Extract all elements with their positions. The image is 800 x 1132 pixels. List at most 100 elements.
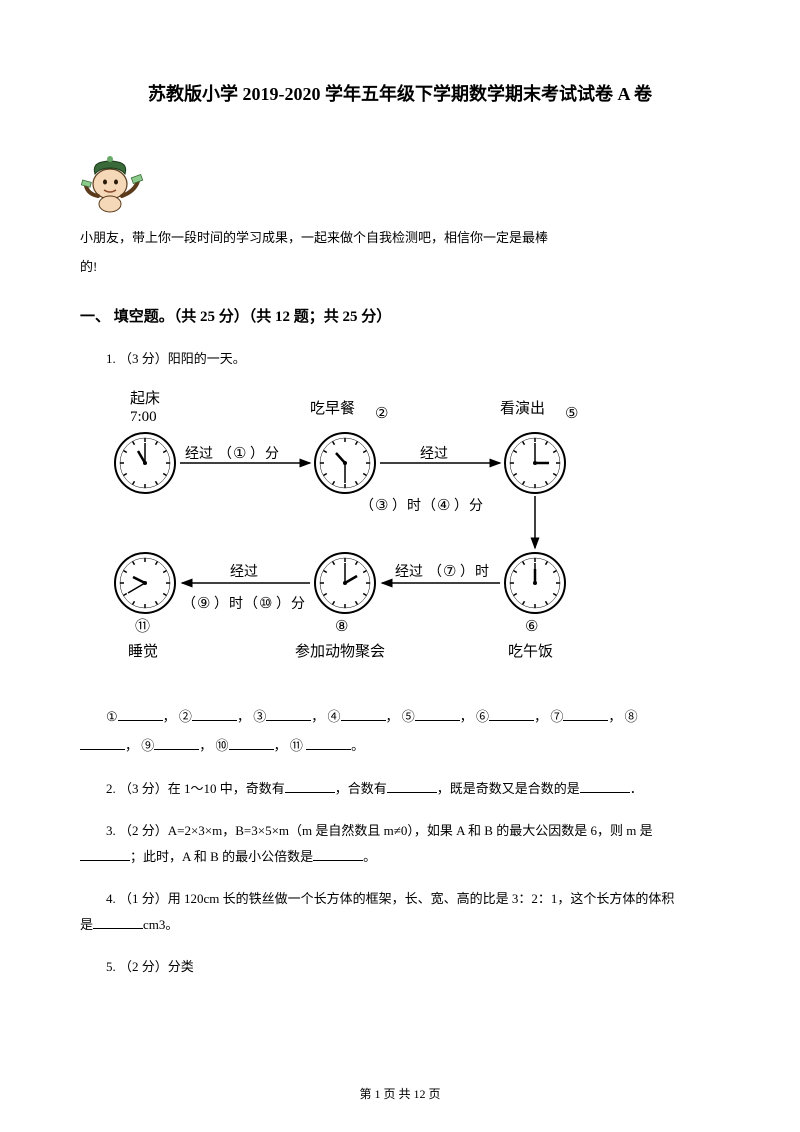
b-period: 。 bbox=[351, 738, 364, 753]
blank-9[interactable] bbox=[154, 736, 199, 750]
q2-blank3[interactable] bbox=[580, 779, 630, 793]
circled-5: ⑤ bbox=[565, 406, 578, 422]
b-sep7: ， bbox=[608, 709, 621, 724]
svg-text:）: ） bbox=[276, 596, 290, 612]
page-footer: 第 1 页 共 12 页 bbox=[0, 1085, 800, 1102]
arrow2-label-jingguo: 经过 bbox=[420, 446, 448, 462]
q3-text2: ；此时，A 和 B 的最小公倍数是 bbox=[130, 849, 313, 864]
b-sep2: ， bbox=[237, 709, 250, 724]
label-chiwufan: 吃午饭 bbox=[508, 643, 553, 660]
b-sep3: ， bbox=[311, 709, 324, 724]
mascot-icon bbox=[80, 146, 145, 216]
svg-text:）: ） bbox=[392, 498, 406, 514]
arrow4-label-fen: 分 bbox=[291, 596, 305, 612]
q2-text2: ，合数有 bbox=[335, 781, 387, 796]
b-c4: ④ bbox=[327, 709, 340, 724]
b-c11: ⑪ bbox=[290, 738, 303, 753]
clock-5 bbox=[505, 433, 565, 493]
q3-blank2[interactable] bbox=[313, 847, 363, 861]
blanks-line: ①， ②， ③， ④， ⑤， ⑥， ⑦， ⑧ ， ⑨， ⑩， ⑪ 。 bbox=[80, 703, 720, 760]
circled-10: ⑩ bbox=[259, 596, 272, 612]
clock-8 bbox=[315, 553, 375, 613]
b-sep4: ， bbox=[386, 709, 399, 724]
question-2: 2. （3 分）在 1～10 中，奇数有，合数有，既是奇数又是合数的是． bbox=[80, 776, 720, 802]
question-1: 1. （3 分）阳阳的一天。 bbox=[80, 346, 720, 372]
svg-text:（: （ bbox=[182, 596, 196, 612]
svg-text:（: （ bbox=[360, 498, 374, 514]
label-qichuang: 起床 bbox=[130, 390, 160, 407]
circled-1: ① bbox=[233, 446, 246, 462]
clock-2 bbox=[315, 433, 375, 493]
q4-blank1[interactable] bbox=[93, 915, 143, 929]
circled-6: ⑥ bbox=[525, 619, 538, 635]
blank-11[interactable] bbox=[306, 736, 351, 750]
intro-text: 小朋友，带上你一段时间的学习成果，一起来做个自我检测吧，相信你一定是最棒 的! bbox=[80, 224, 720, 281]
b-c6: ⑥ bbox=[476, 709, 489, 724]
label-qichuang-time: 7:00 bbox=[130, 409, 157, 425]
blank-8[interactable] bbox=[80, 736, 125, 750]
b-sep6: ， bbox=[534, 709, 547, 724]
b-c2: ② bbox=[179, 709, 192, 724]
circled-9: ⑨ bbox=[197, 596, 210, 612]
exam-page: 苏教版小学 2019-2020 学年五年级下学期数学期末考试试卷 A 卷 小朋友… bbox=[0, 0, 800, 1132]
q2-end: ． bbox=[630, 781, 643, 796]
b-c3: ③ bbox=[253, 709, 266, 724]
svg-text:）: ） bbox=[454, 498, 468, 514]
b-c8: ⑧ bbox=[625, 709, 638, 724]
b-sep8: ， bbox=[125, 738, 138, 753]
circled-11: ⑪ bbox=[135, 618, 150, 635]
arrow3-label-jingguo: 经过 bbox=[395, 564, 423, 580]
blank-10[interactable] bbox=[229, 736, 274, 750]
label-kanyanchu: 看演出 bbox=[500, 400, 545, 417]
q4-text2: 是 bbox=[80, 917, 93, 932]
q2-text3: ，既是奇数又是合数的是 bbox=[437, 781, 580, 796]
blank-1[interactable] bbox=[118, 707, 163, 721]
schedule-diagram: 起床 7:00 吃早餐 ② 看演出 ⑤ bbox=[100, 388, 720, 683]
svg-text:（: （ bbox=[422, 498, 436, 514]
q2-blank1[interactable] bbox=[285, 779, 335, 793]
clock-6 bbox=[505, 553, 565, 613]
question-3: 3. （2 分）A=2×3×m，B=3×5×m（m 是自然数且 m≠0），如果 … bbox=[80, 818, 720, 870]
q2-blank2[interactable] bbox=[387, 779, 437, 793]
label-chizaocan: 吃早餐 bbox=[310, 400, 355, 417]
arrow1-label-fen: 分 bbox=[265, 446, 279, 462]
b-c5: ⑤ bbox=[402, 709, 415, 724]
svg-text:）: ） bbox=[250, 446, 264, 462]
b-sep5: ， bbox=[460, 709, 473, 724]
circled-3: ③ bbox=[375, 498, 388, 514]
svg-text:（: （ bbox=[428, 564, 442, 580]
q4-text1: 4. （1 分）用 120cm 长的铁丝做一个长方体的框架，长、宽、高的比是 3… bbox=[106, 891, 674, 906]
b-c10: ⑩ bbox=[216, 738, 229, 753]
blank-2[interactable] bbox=[192, 707, 237, 721]
circled-4: ④ bbox=[437, 498, 450, 514]
svg-text:（: （ bbox=[218, 446, 232, 462]
b-c9: ⑨ bbox=[141, 738, 154, 753]
q3-text3: 。 bbox=[363, 849, 376, 864]
svg-text:）: ） bbox=[214, 596, 228, 612]
label-shuijiao: 睡觉 bbox=[128, 643, 158, 660]
b-c1: ① bbox=[106, 709, 118, 724]
arrow2-label-fen: 分 bbox=[469, 498, 483, 514]
blank-4[interactable] bbox=[341, 707, 386, 721]
circled-2: ② bbox=[375, 406, 388, 422]
page-title: 苏教版小学 2019-2020 学年五年级下学期数学期末考试试卷 A 卷 bbox=[80, 80, 720, 106]
b-sep10: ， bbox=[274, 738, 287, 753]
blank-7[interactable] bbox=[563, 707, 608, 721]
arrow3-label-shi: 时 bbox=[475, 564, 489, 580]
svg-text:）: ） bbox=[460, 564, 474, 580]
b-sep9: ， bbox=[199, 738, 212, 753]
q3-blank1[interactable] bbox=[80, 847, 130, 861]
question-5: 5. （2 分）分类 bbox=[80, 954, 720, 980]
q3-text1: 3. （2 分）A=2×3×m，B=3×5×m（m 是自然数且 m≠0），如果 … bbox=[106, 823, 653, 838]
label-canjiadongwu: 参加动物聚会 bbox=[295, 643, 385, 660]
blank-3[interactable] bbox=[266, 707, 311, 721]
arrow4-label-jingguo: 经过 bbox=[230, 564, 258, 580]
clock-11 bbox=[115, 553, 175, 613]
blank-6[interactable] bbox=[489, 707, 534, 721]
svg-text:（: （ bbox=[244, 596, 258, 612]
arrow2-label-shi: 时 bbox=[407, 498, 421, 514]
arrow4-label-shi: 时 bbox=[229, 596, 243, 612]
mascot-row bbox=[80, 146, 720, 216]
b-c7: ⑦ bbox=[550, 709, 563, 724]
blank-5[interactable] bbox=[415, 707, 460, 721]
